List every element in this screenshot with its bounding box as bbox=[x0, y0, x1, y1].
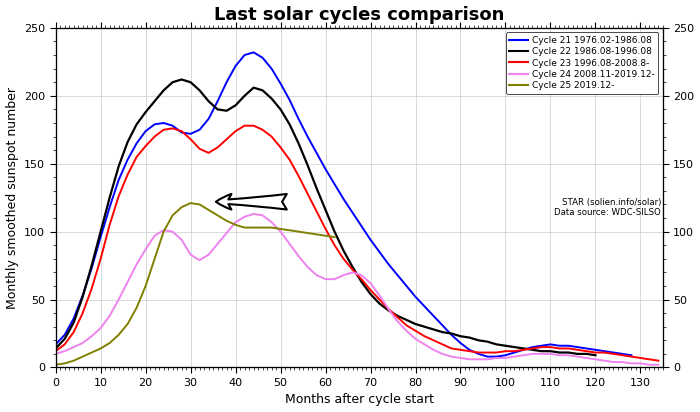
Cycle 25 2019.12- bbox=[97, 346, 105, 351]
Cycle 25 2019.12- bbox=[321, 233, 330, 238]
Cycle 25 2019.12- bbox=[88, 350, 96, 355]
Cycle 25 2019.12- bbox=[240, 225, 248, 230]
Cycle 21 1976.02-1986.08 bbox=[303, 134, 312, 139]
Cycle 22 1986.08-1996.08 bbox=[592, 353, 600, 358]
Line: Cycle 21 1976.02-1986.08: Cycle 21 1976.02-1986.08 bbox=[56, 52, 631, 357]
Cycle 22 1986.08-1996.08 bbox=[186, 80, 195, 85]
Cycle 25 2019.12- bbox=[195, 202, 204, 207]
Cycle 25 2019.12- bbox=[123, 321, 132, 326]
Cycle 25 2019.12- bbox=[177, 205, 186, 210]
Cycle 24 2008.11-2019.12- bbox=[645, 362, 654, 367]
Cycle 22 1986.08-1996.08 bbox=[528, 347, 537, 352]
Cycle 21 1976.02-1986.08 bbox=[52, 342, 60, 347]
Cycle 25 2019.12- bbox=[295, 229, 303, 234]
Cycle 25 2019.12- bbox=[150, 256, 159, 261]
Cycle 25 2019.12- bbox=[78, 354, 87, 359]
Cycle 25 2019.12- bbox=[186, 201, 195, 206]
Cycle 22 1986.08-1996.08 bbox=[384, 308, 393, 313]
Cycle 25 2019.12- bbox=[60, 361, 69, 366]
Line: Cycle 22 1986.08-1996.08: Cycle 22 1986.08-1996.08 bbox=[56, 80, 596, 355]
Text: STAR (solien.info/solar): STAR (solien.info/solar) bbox=[561, 198, 661, 207]
Cycle 23 1996.08-2008.8- bbox=[195, 146, 204, 151]
Cycle 25 2019.12- bbox=[276, 227, 285, 232]
Cycle 25 2019.12- bbox=[312, 232, 321, 237]
Cycle 23 1996.08-2008.8- bbox=[312, 209, 321, 214]
Cycle 24 2008.11-2019.12- bbox=[654, 362, 663, 367]
Cycle 21 1976.02-1986.08 bbox=[483, 354, 491, 359]
Cycle 23 1996.08-2008.8- bbox=[240, 123, 248, 128]
Cycle 25 2019.12- bbox=[169, 213, 177, 218]
Text: Data source: WDC-SILSO: Data source: WDC-SILSO bbox=[554, 208, 661, 217]
Cycle 25 2019.12- bbox=[160, 229, 168, 234]
Cycle 25 2019.12- bbox=[232, 222, 240, 227]
Cycle 24 2008.11-2019.12- bbox=[52, 351, 60, 356]
Cycle 25 2019.12- bbox=[52, 362, 60, 367]
Cycle 24 2008.11-2019.12- bbox=[249, 211, 258, 216]
Cycle 21 1976.02-1986.08 bbox=[186, 131, 195, 136]
Cycle 25 2019.12- bbox=[214, 213, 222, 218]
Line: Cycle 25 2019.12-: Cycle 25 2019.12- bbox=[56, 203, 335, 365]
Cycle 24 2008.11-2019.12- bbox=[538, 351, 546, 356]
Cycle 25 2019.12- bbox=[249, 225, 258, 230]
Y-axis label: Monthly smoothed sunspot number: Monthly smoothed sunspot number bbox=[6, 87, 19, 309]
Cycle 24 2008.11-2019.12- bbox=[492, 356, 500, 360]
Cycle 22 1986.08-1996.08 bbox=[349, 265, 357, 269]
Cycle 25 2019.12- bbox=[267, 225, 276, 230]
Cycle 23 1996.08-2008.8- bbox=[600, 350, 608, 355]
Cycle 22 1986.08-1996.08 bbox=[160, 88, 168, 93]
Cycle 25 2019.12- bbox=[106, 341, 114, 346]
Line: Cycle 23 1996.08-2008.8-: Cycle 23 1996.08-2008.8- bbox=[56, 126, 659, 360]
Title: Last solar cycles comparison: Last solar cycles comparison bbox=[214, 5, 505, 23]
Cycle 21 1976.02-1986.08 bbox=[249, 50, 258, 55]
Cycle 25 2019.12- bbox=[286, 228, 294, 233]
Cycle 22 1986.08-1996.08 bbox=[249, 85, 258, 90]
Cycle 25 2019.12- bbox=[141, 283, 150, 288]
Cycle 22 1986.08-1996.08 bbox=[52, 346, 60, 351]
Legend: Cycle 21 1976.02-1986.08, Cycle 22 1986.08-1996.08, Cycle 23 1996.08-2008.8-, Cy: Cycle 21 1976.02-1986.08, Cycle 22 1986.… bbox=[506, 33, 659, 94]
Cycle 23 1996.08-2008.8- bbox=[654, 358, 663, 363]
Line: Cycle 24 2008.11-2019.12-: Cycle 24 2008.11-2019.12- bbox=[56, 214, 659, 365]
Cycle 24 2008.11-2019.12- bbox=[466, 357, 474, 362]
Cycle 21 1976.02-1986.08 bbox=[357, 224, 365, 229]
Cycle 23 1996.08-2008.8- bbox=[402, 323, 411, 328]
Cycle 24 2008.11-2019.12- bbox=[609, 360, 617, 365]
Cycle 23 1996.08-2008.8- bbox=[412, 328, 420, 333]
Cycle 21 1976.02-1986.08 bbox=[223, 80, 231, 85]
X-axis label: Months after cycle start: Months after cycle start bbox=[285, 393, 434, 407]
Cycle 21 1976.02-1986.08 bbox=[627, 353, 636, 358]
Cycle 25 2019.12- bbox=[132, 305, 141, 310]
Cycle 25 2019.12- bbox=[204, 207, 213, 212]
Cycle 22 1986.08-1996.08 bbox=[177, 77, 186, 82]
Cycle 24 2008.11-2019.12- bbox=[592, 357, 600, 362]
Cycle 21 1976.02-1986.08 bbox=[564, 343, 573, 348]
Cycle 23 1996.08-2008.8- bbox=[52, 349, 60, 353]
Cycle 25 2019.12- bbox=[303, 231, 312, 236]
Cycle 25 2019.12- bbox=[258, 225, 267, 230]
Cycle 25 2019.12- bbox=[69, 358, 78, 363]
Cycle 25 2019.12- bbox=[223, 218, 231, 223]
Cycle 25 2019.12- bbox=[330, 234, 339, 239]
Cycle 25 2019.12- bbox=[114, 332, 122, 337]
Cycle 24 2008.11-2019.12- bbox=[600, 358, 608, 363]
Cycle 21 1976.02-1986.08 bbox=[609, 350, 617, 355]
Cycle 23 1996.08-2008.8- bbox=[186, 137, 195, 142]
